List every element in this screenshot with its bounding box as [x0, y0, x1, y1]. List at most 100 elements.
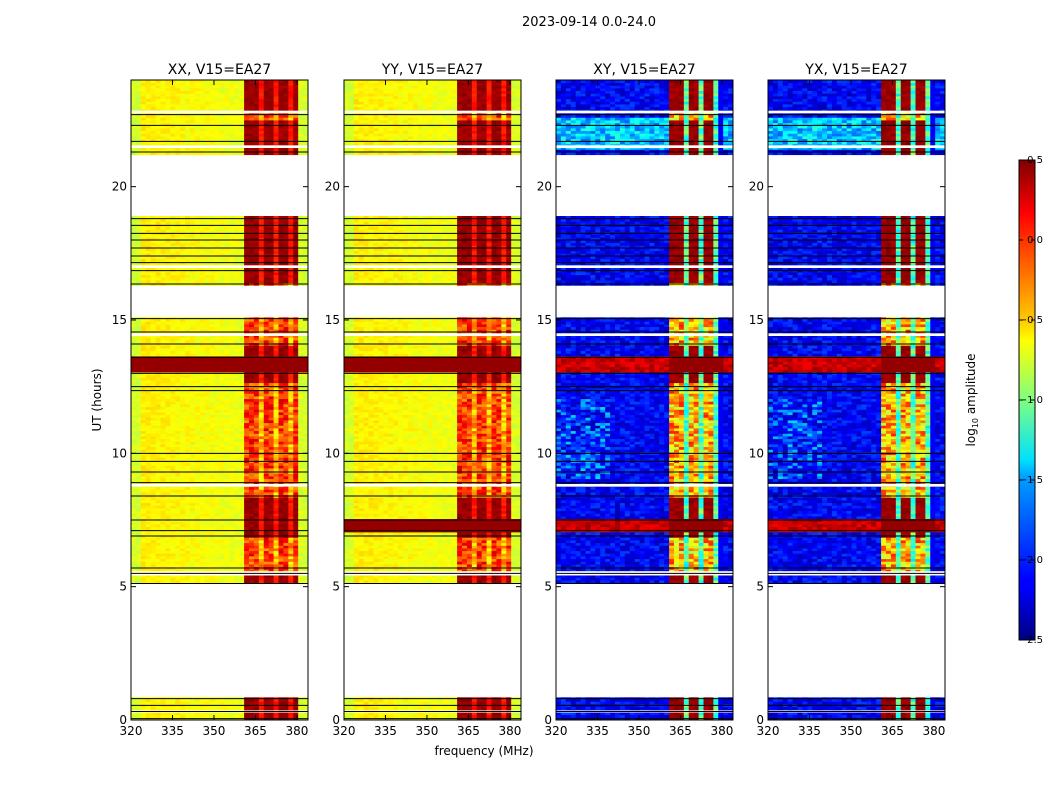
heatmap-cell	[205, 468, 210, 471]
heatmap-cell	[161, 577, 166, 580]
heatmap-cell	[165, 487, 170, 490]
heatmap-cell	[210, 511, 215, 514]
heatmap-cell	[269, 521, 274, 524]
heatmap-cell	[259, 473, 264, 476]
heatmap-cell	[288, 505, 293, 508]
heatmap-cell	[195, 551, 200, 554]
heatmap-cell	[279, 580, 284, 583]
heatmap-cell	[200, 513, 205, 516]
heatmap-cell	[254, 505, 259, 508]
heatmap-cell	[269, 476, 274, 479]
heatmap-cell	[293, 527, 298, 530]
heatmap-cell	[161, 463, 166, 466]
heatmap-cell	[170, 532, 175, 535]
heatmap-cell	[185, 487, 190, 490]
heatmap-cell	[151, 545, 156, 548]
heatmap-cell	[259, 465, 264, 468]
heatmap-cell	[136, 487, 141, 490]
heatmap-cell	[293, 505, 298, 508]
heatmap-cell	[215, 487, 220, 490]
heatmap-cell	[254, 543, 259, 546]
heatmap-cell	[288, 479, 293, 482]
heatmap-cell	[283, 487, 288, 490]
heatmap-cell	[210, 532, 215, 535]
heatmap-cell	[131, 577, 136, 580]
heatmap-cell	[161, 532, 166, 535]
heatmap-cell	[269, 527, 274, 530]
heatmap-cell	[200, 559, 205, 562]
heatmap-cell	[195, 543, 200, 546]
heatmap-cell	[244, 701, 249, 704]
heatmap-cell	[161, 497, 166, 500]
heatmap-cell	[264, 553, 269, 556]
heatmap-cell	[229, 545, 234, 548]
heatmap-cell	[244, 556, 249, 559]
heatmap-cell	[210, 559, 215, 562]
heatmap-cell	[146, 553, 151, 556]
heatmap-cell	[244, 551, 249, 554]
heatmap-cell	[244, 527, 249, 530]
heatmap-cell	[141, 465, 146, 468]
heatmap-cell	[195, 505, 200, 508]
heatmap-cell	[131, 715, 136, 718]
heatmap-cell	[259, 487, 264, 490]
heatmap-cell	[151, 559, 156, 562]
heatmap-cell	[215, 479, 220, 482]
heatmap-cell	[288, 492, 293, 495]
heatmap-cell	[220, 511, 225, 514]
heatmap-cell	[146, 559, 151, 562]
heatmap-cell	[210, 497, 215, 500]
heatmap-cell	[234, 487, 239, 490]
heatmap-cell	[224, 476, 229, 479]
heatmap-cell	[175, 479, 180, 482]
heatmap-cell	[141, 503, 146, 506]
heatmap-cell	[244, 516, 249, 519]
heatmap-cell	[180, 473, 185, 476]
heatmap-cell	[298, 489, 303, 492]
heatmap-cell	[195, 492, 200, 495]
heatmap-cell	[249, 476, 254, 479]
heatmap-cell	[269, 564, 274, 567]
heatmap-cell	[239, 473, 244, 476]
heatmap-cell	[170, 540, 175, 543]
heatmap-cell	[151, 701, 156, 704]
heatmap-cell	[151, 580, 156, 583]
heatmap-cell	[156, 513, 161, 516]
heatmap-cell	[288, 511, 293, 514]
heatmap-cell	[141, 715, 146, 718]
heatmap-cell	[224, 479, 229, 482]
heatmap-cell	[288, 516, 293, 519]
heatmap-cell	[249, 503, 254, 506]
heatmap-cell	[239, 532, 244, 535]
heatmap-cell	[249, 527, 254, 530]
heatmap-cell	[156, 476, 161, 479]
heatmap-cell	[195, 527, 200, 530]
heatmap-cell	[220, 556, 225, 559]
heatmap-cell	[165, 513, 170, 516]
heatmap-cell	[224, 521, 229, 524]
heatmap-cell	[264, 505, 269, 508]
heatmap-cell	[239, 508, 244, 511]
heatmap-cell	[175, 524, 180, 527]
heatmap-cell	[180, 540, 185, 543]
heatmap-cell	[239, 497, 244, 500]
heatmap-cell	[220, 492, 225, 495]
heatmap-cell	[234, 511, 239, 514]
heatmap-cell	[269, 492, 274, 495]
heatmap-cell	[215, 521, 220, 524]
heatmap-cell	[165, 715, 170, 718]
heatmap-cell	[185, 500, 190, 503]
heatmap-cell	[210, 508, 215, 511]
heatmap-cell	[151, 532, 156, 535]
heatmap-cell	[151, 561, 156, 564]
heatmap-cell	[264, 537, 269, 540]
heatmap-cell	[136, 564, 141, 567]
heatmap-cell	[190, 537, 195, 540]
heatmap-cell	[220, 497, 225, 500]
heatmap-cell	[210, 500, 215, 503]
heatmap-cell	[224, 564, 229, 567]
heatmap-cell	[239, 489, 244, 492]
heatmap-cell	[220, 540, 225, 543]
heatmap-cell	[298, 577, 303, 580]
heatmap-cell	[298, 511, 303, 514]
